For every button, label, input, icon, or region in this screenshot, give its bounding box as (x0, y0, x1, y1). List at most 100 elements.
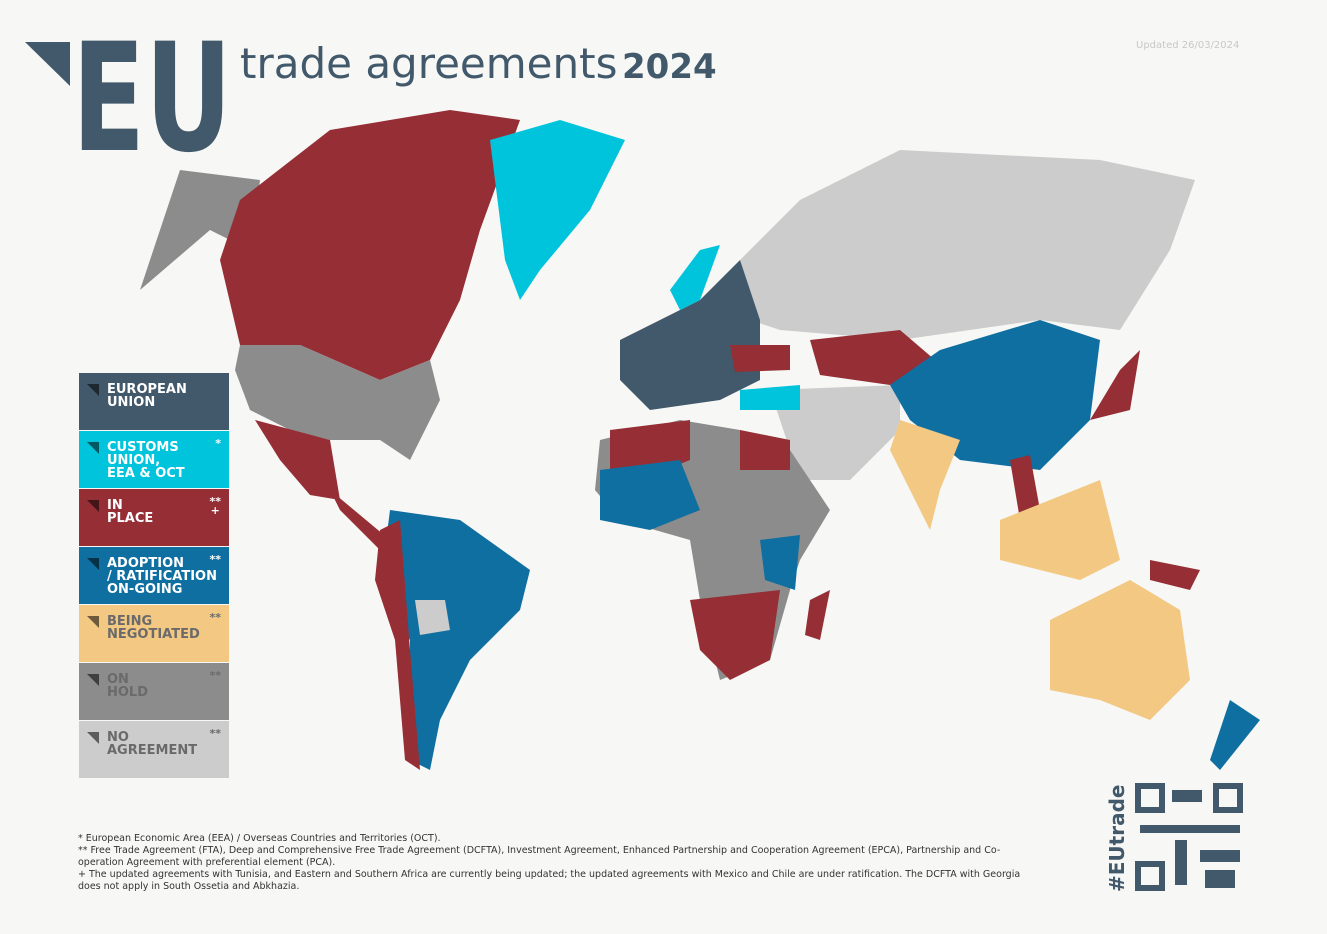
legend-item: EUROPEAN UNION (79, 373, 229, 430)
usa (235, 345, 440, 460)
legend-item: ON HOLD ** (79, 663, 229, 720)
legend-label: ADOPTION / RATIFICATION ON-GOING (107, 557, 217, 596)
legend-marker (87, 442, 99, 454)
west-africa (600, 460, 700, 530)
legend-label-line: BEING (107, 614, 153, 629)
qr-hole (1141, 789, 1159, 807)
china (890, 320, 1100, 470)
new-zealand (1210, 700, 1260, 770)
legend-note-mark: ** + (209, 495, 221, 517)
countries (140, 110, 1260, 770)
egypt (740, 430, 790, 470)
note-mark: ** (209, 495, 221, 508)
bolivia (415, 600, 450, 635)
mercosur (380, 510, 530, 770)
note-mark: ** (209, 553, 221, 566)
russia (740, 150, 1195, 340)
legend-item: NO AGREEMENT ** (79, 721, 229, 778)
madagascar (805, 590, 830, 640)
hashtag: #EUtrade (1105, 785, 1129, 892)
legend-label: BEING NEGOTIATED (107, 615, 200, 641)
qr-hole (1141, 867, 1159, 885)
legend-label-line: AGREEMENT (107, 743, 198, 758)
andean (375, 520, 420, 770)
legend-label-line: ADOPTION (107, 556, 185, 571)
southern-africa (690, 590, 780, 680)
footnote: ** Free Trade Agreement (FTA), Deep and … (78, 845, 1001, 868)
legend-item: CUSTOMS UNION, EEA & OCT * (79, 431, 229, 488)
title: trade agreements (240, 39, 617, 88)
legend-marker (87, 732, 99, 744)
legend-marker (87, 558, 99, 570)
legend-item: ADOPTION / RATIFICATION ON-GOING ** (79, 547, 229, 604)
legend-item: IN PLACE ** + (79, 489, 229, 546)
footnote: * European Economic Area (EEA) / Oversea… (78, 833, 441, 844)
legend-note-mark: ** (209, 669, 221, 682)
legend-marker (87, 674, 99, 686)
europe (620, 260, 760, 410)
qr-hole (1219, 789, 1237, 807)
legend-note-mark: ** (209, 727, 221, 740)
qr-module (1200, 850, 1240, 862)
legend-label: EUROPEAN UNION (107, 383, 187, 409)
ukraine (730, 345, 790, 372)
qr-module (1205, 870, 1235, 888)
legend-label-line: NO (107, 730, 129, 745)
norway (670, 245, 720, 310)
legend-label-line: HOLD (107, 685, 149, 700)
legend-label-line: / RATIFICATION (107, 569, 217, 584)
year: 2024 (622, 47, 717, 87)
legend-label: NO AGREEMENT (107, 731, 197, 757)
note-mark: * (215, 437, 221, 450)
legend-label-line: ON-GOING (107, 582, 183, 597)
legend-marker (87, 616, 99, 628)
legend-note-mark: ** (209, 611, 221, 624)
footnotes: * European Economic Area (EEA) / Oversea… (78, 833, 1038, 893)
qr-module (1172, 790, 1202, 802)
legend-label-line: UNION (107, 395, 156, 410)
east-africa (760, 535, 800, 590)
logo-triangle (25, 42, 70, 86)
australia (1050, 580, 1190, 720)
turkey (740, 385, 800, 410)
japan (1090, 350, 1140, 420)
legend-marker (87, 384, 99, 396)
legend-label-line: EUROPEAN (107, 382, 187, 397)
mexico (255, 420, 340, 500)
updated: Updated 26/03/2024 (1136, 40, 1239, 51)
india (890, 420, 960, 530)
legend-label-line: IN (107, 498, 123, 513)
vietnam (1010, 455, 1040, 520)
legend-note-mark: * (215, 437, 221, 450)
qr-code (1135, 783, 1243, 891)
note-mark: ** (209, 727, 221, 740)
alaska (140, 170, 260, 290)
southeast-asia (1000, 480, 1120, 580)
greenland (490, 120, 625, 300)
legend-label: CUSTOMS UNION, EEA & OCT (107, 441, 185, 480)
legend-marker (87, 500, 99, 512)
legend-label-line: PLACE (107, 511, 154, 526)
canada (220, 110, 520, 380)
legend-item: BEING NEGOTIATED ** (79, 605, 229, 662)
legend-label-line: ON (107, 672, 129, 687)
note-mark: + (210, 504, 220, 517)
legend-label-line: NEGOTIATED (107, 627, 200, 642)
logo: EU (72, 12, 232, 186)
central-america (330, 490, 390, 550)
note-mark: ** (209, 611, 221, 624)
footnote: + The updated agreements with Tunisia, a… (78, 869, 1021, 892)
qr-module (1140, 825, 1240, 833)
legend-label-line: CUSTOMS (107, 440, 179, 455)
legend-label: ON HOLD (107, 673, 148, 699)
legend-label: IN PLACE (107, 499, 153, 525)
png (1150, 560, 1200, 590)
kazakhstan (810, 330, 935, 385)
legend-note-mark: ** (209, 553, 221, 566)
qr-module (1175, 840, 1187, 885)
legend: EUROPEAN UNION CUSTOMS UNION, EEA & OCT * IN PL… (79, 373, 229, 779)
middle-east (770, 385, 900, 480)
note-mark: ** (209, 669, 221, 682)
